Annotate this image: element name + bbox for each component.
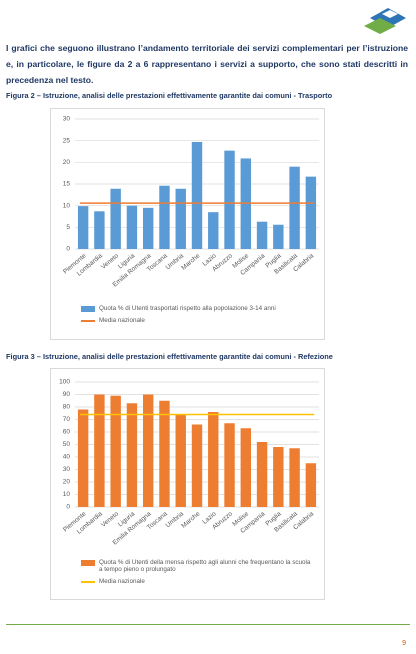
bar	[142, 394, 154, 507]
bar	[175, 188, 186, 249]
bar	[208, 212, 219, 249]
bar	[94, 211, 105, 249]
bar	[224, 423, 235, 507]
legend: Quota % di Utenti della mensa rispetto a…	[81, 559, 311, 590]
y-tick-label: 40	[63, 454, 71, 461]
bar	[240, 428, 252, 507]
bar	[208, 412, 219, 507]
chart-svg: 0102030405060708090100PiemonteLombardiaV…	[59, 379, 319, 547]
y-tick-label: 80	[63, 404, 71, 411]
bar	[289, 166, 300, 249]
page-number: 9	[402, 640, 406, 647]
x-tick-label: Marche	[180, 252, 201, 272]
y-tick-label: 10	[63, 202, 71, 209]
bar	[77, 409, 89, 507]
legend-swatch	[81, 320, 95, 322]
y-tick-label: 30	[63, 466, 71, 473]
legend-label: Quota % di Utenti trasportati rispetto a…	[99, 305, 276, 312]
y-tick-label: 0	[66, 504, 70, 511]
bar	[289, 448, 300, 507]
bar	[305, 176, 317, 249]
bar	[110, 188, 121, 249]
legend-item: Quota % di Utenti trasportati rispetto a…	[81, 305, 311, 312]
bar	[305, 463, 317, 507]
bar	[191, 424, 203, 507]
y-tick-label: 20	[63, 159, 71, 166]
logo	[364, 8, 406, 34]
legend-swatch	[81, 581, 95, 583]
chart: 0 10 20 30 40 50 60 70 80 90 100 Piemonte Lombardia V…	[50, 368, 325, 600]
figure-caption: Figura 2 – Istruzione, analisi delle pre…	[6, 91, 333, 100]
y-tick-label: 30	[63, 116, 71, 123]
y-tick-label: 50	[63, 441, 71, 448]
y-tick-label: 5	[66, 224, 70, 231]
legend-item: Media nazionale	[81, 317, 311, 324]
bar	[256, 221, 268, 249]
y-tick-label: 100	[59, 379, 70, 386]
bar	[191, 141, 203, 249]
footer-rule	[6, 624, 410, 625]
bar	[256, 442, 268, 507]
chart-svg: 051015202530PiemonteLombardiaVenetoLigur…	[62, 116, 319, 289]
legend-label: Media nazionale	[99, 317, 145, 324]
bar	[175, 414, 186, 507]
y-tick-label: 90	[63, 391, 71, 398]
chart: 0 5 10 15 20 25 30 Piemonte Lombardia Veneto Ligur…	[50, 108, 325, 340]
x-tick-label: Veneto	[100, 510, 120, 529]
legend-item: Quota % di Utenti della mensa rispetto a…	[81, 559, 311, 573]
y-tick-label: 20	[63, 479, 71, 486]
legend-label: Media nazionale	[99, 578, 145, 585]
y-tick-label: 25	[63, 137, 71, 144]
bar	[126, 403, 138, 507]
legend-item: Media nazionale	[81, 578, 311, 585]
bar	[142, 207, 154, 249]
legend-swatch	[81, 560, 95, 566]
bar	[273, 447, 284, 507]
y-tick-label: 15	[63, 181, 71, 188]
paragraph: I grafici che seguono illustrano l’andam…	[6, 43, 408, 85]
y-tick-label: 60	[63, 429, 71, 436]
legend-swatch	[81, 306, 95, 312]
bar	[126, 205, 138, 249]
bar	[94, 394, 105, 507]
x-tick-label: Marche	[180, 510, 201, 530]
bar	[110, 395, 121, 507]
legend-label: Quota % di Utenti della mensa rispetto a…	[99, 559, 311, 573]
y-tick-label: 10	[63, 491, 71, 498]
bar	[77, 206, 89, 249]
bar	[273, 224, 284, 249]
legend: Quota % di Utenti trasportati rispetto a…	[81, 305, 311, 329]
y-tick-label: 0	[66, 246, 70, 253]
bar	[159, 185, 170, 249]
bar	[224, 150, 235, 249]
figure-caption: Figura 3 – Istruzione, analisi delle pre…	[6, 352, 333, 361]
x-tick-label: Veneto	[100, 252, 120, 271]
bar	[159, 400, 170, 507]
y-tick-label: 70	[63, 416, 71, 423]
